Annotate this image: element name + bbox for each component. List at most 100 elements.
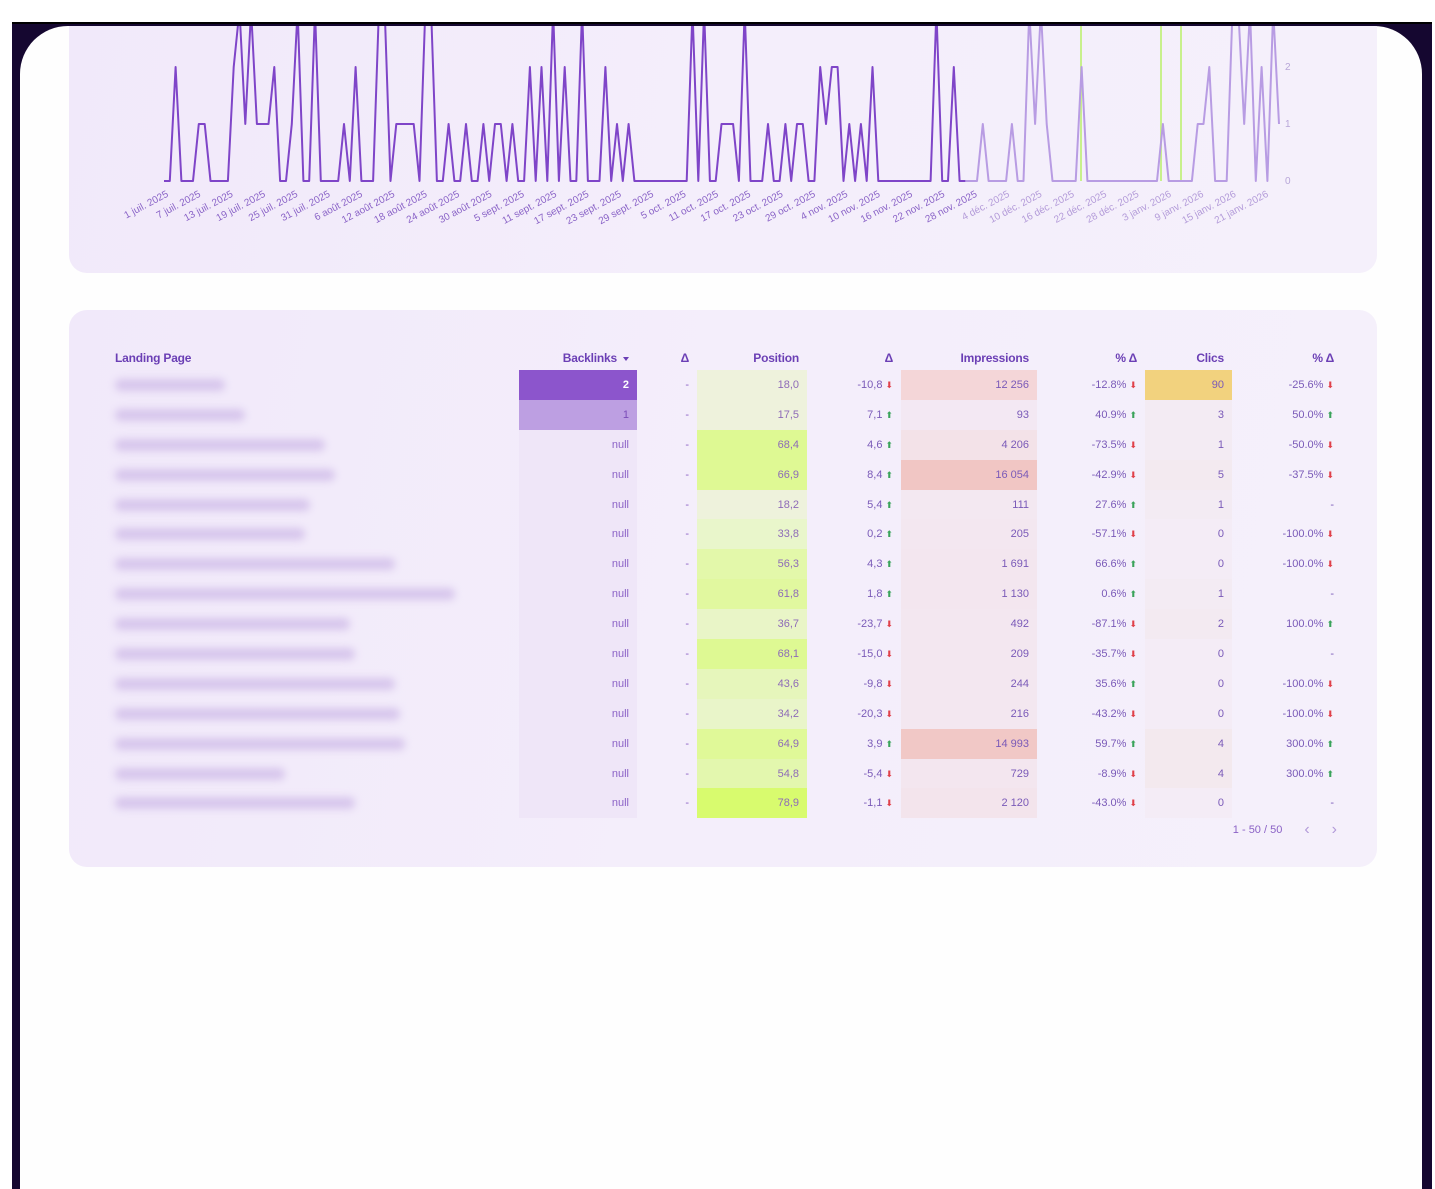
table-row[interactable]: null -64,9 3,9 ⬆ 14 993 59.7% ⬆ 4 300.0% ⬆ [107,728,1342,759]
position-delta-value: 3,9 [867,737,883,750]
header-impressions-pct-delta[interactable]: % Δ [1115,351,1137,365]
landing-page-url[interactable] [107,460,519,490]
arrow-up-icon: ⬆ [885,529,893,540]
clics-cell: 2 [1145,609,1232,640]
table-row[interactable]: null -43,6 -9,8 ⬇ 244 35.6% ⬆ 0 -100.0% ⬇ [107,668,1342,699]
blurred-url [115,767,285,780]
landing-page-url[interactable] [107,699,519,729]
table-row[interactable]: null -66,9 8,4 ⬆ 16 054 -42.9% ⬇ 5 -37.5% ⬇ [107,459,1342,490]
header-landing-page[interactable]: Landing Page [115,351,192,365]
header-position[interactable]: Position [753,351,799,365]
clics-delta-value: - [1330,797,1334,810]
table-row[interactable]: null -33,8 0,2 ⬆ 205 -57.1% ⬇ 0 -100.0% ⬇ [107,519,1342,550]
arrow-up-icon: ⬆ [885,499,893,510]
impressions-cell: 4 206 [901,429,1037,460]
landing-page-url[interactable] [107,549,519,579]
landing-page-url[interactable] [107,519,519,549]
clics-delta-value: -50.0% [1288,438,1324,451]
clics-cell: 1 [1145,429,1232,460]
header-backlinks[interactable]: Backlinks [519,346,637,370]
clics-cell: 1 [1145,579,1232,610]
impressions-delta-cell: -87.1% ⬇ [1037,609,1145,639]
table-row[interactable]: null -61,8 1,8 ⬆ 1 130 0.6% ⬆ 1- [107,579,1342,610]
arrow-up-icon: ⬆ [885,439,893,450]
landing-page-url[interactable] [107,788,519,818]
blurred-url [115,707,400,720]
table-row[interactable]: null -68,1 -15,0 ⬇ 209 -35.7% ⬇ 0- [107,639,1342,669]
arrow-down-icon: ⬇ [885,678,893,689]
table-row[interactable]: null -36,7 -23,7 ⬇ 492 -87.1% ⬇ 2 100.0% ⬆ [107,609,1342,640]
arrow-down-icon: ⬇ [1326,708,1334,719]
arrow-up-icon: ⬆ [885,469,893,480]
clics-cell: 0 [1145,549,1232,580]
arrow-down-icon: ⬇ [885,379,893,390]
chevron-left-icon[interactable]: ‹ [1304,821,1310,838]
arrow-up-icon: ⬆ [885,409,893,420]
table-row[interactable]: null -56,3 4,3 ⬆ 1 691 66.6% ⬆ 0 -100.0% ⬇ [107,549,1342,580]
blurred-url [115,528,305,541]
landing-page-url[interactable] [107,609,519,639]
backlinks-delta-cell: - [685,468,689,481]
header-clics[interactable]: Clics [1196,351,1224,365]
backlinks-cell: 1 [519,399,637,430]
impressions-delta-value: 66.6% [1095,558,1127,571]
header-position-delta[interactable]: Δ [884,351,894,365]
landing-page-url[interactable] [107,490,519,520]
header-backlinks-delta[interactable]: Δ [680,351,690,365]
table-row[interactable]: null -34,2 -20,3 ⬇ 216 -43.2% ⬇ 0 -100.0% ⬇ [107,698,1342,729]
position-delta-value: -1,1 [863,797,883,810]
landing-page-url[interactable] [107,579,519,609]
clics-cell: 5 [1145,459,1232,490]
landing-page-url[interactable] [107,729,519,759]
table-row[interactable]: null -54,8 -5,4 ⬇ 729 -8.9% ⬇ 4 300.0% ⬆ [107,758,1342,789]
impressions-cell: 2 120 [901,788,1037,819]
table-row[interactable]: 2-18,0 -10,8 ⬇ 12 256 -12.8% ⬇ 90 -25.6% ⬇ [107,370,1342,400]
backlinks-delta-cell: - [685,737,689,750]
clics-delta-cell: 100.0% ⬆ [1232,609,1342,639]
position-delta-cell: 5,4 ⬆ [807,490,901,520]
landing-page-url[interactable] [107,430,519,460]
position-cell: 64,9 [697,728,807,759]
landing-pages-table-card: Landing Page Backlinks Δ Position Δ Impr… [69,310,1377,867]
position-delta-cell: 0,2 ⬆ [807,519,901,549]
landing-page-url[interactable] [107,370,519,400]
landing-page-url[interactable] [107,400,519,430]
landing-page-url[interactable] [107,639,519,669]
y-axis-tick: 2 [1285,62,1291,73]
landing-page-url[interactable] [107,759,519,789]
table-row[interactable]: null -18,2 5,4 ⬆ 111 27.6% ⬆ 1- [107,489,1342,520]
impressions-cell: 111 [901,489,1037,520]
y-axis-tick: 1 [1285,119,1291,130]
blurred-url [115,737,405,750]
header-clics-pct-delta[interactable]: % Δ [1312,351,1334,365]
impressions-delta-cell: -43.0% ⬇ [1037,788,1145,818]
position-delta-cell: 7,1 ⬆ [807,400,901,430]
table-row[interactable]: null -78,9 -1,1 ⬇ 2 120 -43.0% ⬇ 0- [107,788,1342,819]
clics-delta-value: -25.6% [1288,378,1324,391]
table-header-row: Landing Page Backlinks Δ Position Δ Impr… [107,346,1342,370]
position-cell: 33,8 [697,519,807,550]
impressions-delta-value: 27.6% [1095,498,1127,511]
arrow-up-icon: ⬆ [1326,619,1334,630]
impressions-delta-cell: 40.9% ⬆ [1037,400,1145,430]
position-delta-cell: 4,3 ⬆ [807,549,901,579]
position-delta-value: 4,6 [867,438,883,451]
arrow-down-icon: ⬇ [885,619,893,630]
position-cell: 68,4 [697,429,807,460]
clics-delta-cell: - [1232,579,1342,609]
impressions-cell: 12 256 [901,370,1037,400]
arrow-up-icon: ⬆ [1129,678,1137,689]
impressions-cell: 492 [901,609,1037,640]
chevron-right-icon[interactable]: › [1331,821,1337,838]
impressions-delta-value: -8.9% [1097,767,1127,780]
position-cell: 68,1 [697,639,807,669]
landing-page-url[interactable] [107,669,519,699]
header-impressions[interactable]: Impressions [960,351,1030,365]
position-cell: 36,7 [697,609,807,640]
blurred-url [115,468,335,481]
clics-delta-cell: - [1232,490,1342,520]
impressions-delta-value: -12.8% [1091,378,1127,391]
table-row[interactable]: null -68,4 4,6 ⬆ 4 206 -73.5% ⬇ 1 -50.0% ⬇ [107,429,1342,460]
table-row[interactable]: 1-17,5 7,1 ⬆ 93 40.9% ⬆ 3 50.0% ⬆ [107,399,1342,430]
